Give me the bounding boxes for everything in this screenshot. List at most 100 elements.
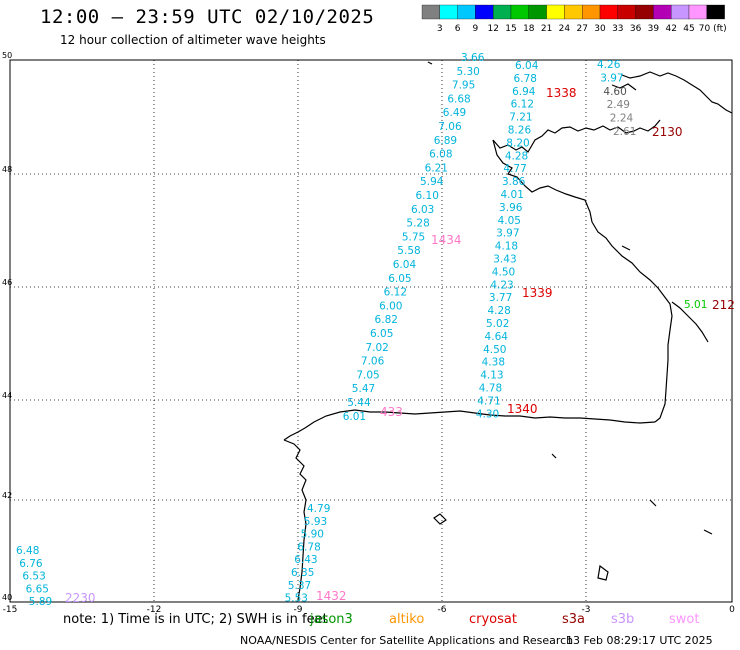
legend-altiko: altiko xyxy=(389,612,425,627)
colorbar-tick-label: 33 xyxy=(612,24,623,34)
pass-time-label: 212 xyxy=(712,298,735,312)
y-tick-label: 50 xyxy=(2,51,12,60)
pass-time-label: 433 xyxy=(380,405,403,419)
jason3-track-value: 7.06 xyxy=(438,121,462,133)
colorbar-swatch xyxy=(475,4,494,20)
pass-time-label: 1432 xyxy=(316,589,347,603)
east-track-value: 3.86 xyxy=(502,176,526,188)
colorbar-swatch xyxy=(546,4,565,20)
jason3-track-value: 7.06 xyxy=(361,356,385,368)
channel-track-value: 3.97 xyxy=(600,72,623,84)
east-track-value: 4.05 xyxy=(498,215,521,227)
colorbar-tick-label: 18 xyxy=(523,24,535,34)
page-subtitle: 12 hour collection of altimeter wave hei… xyxy=(60,33,326,47)
portugal-track-value: 6.43 xyxy=(294,554,317,566)
east-track-value: 4.71 xyxy=(477,395,500,407)
jason3-track-value: 5.28 xyxy=(406,218,429,230)
jason3-track-value: 7.95 xyxy=(452,80,475,92)
colorbar-tick-label: 3 xyxy=(437,24,443,34)
east-track-value: 6.12 xyxy=(511,99,534,111)
west-track-value: 6.65 xyxy=(26,583,49,595)
page-title: 12:00 – 23:59 UTC 02/10/2025 xyxy=(40,6,375,28)
east-track-value: 4.50 xyxy=(483,344,506,356)
jason3-track-value: 6.21 xyxy=(425,162,448,174)
jason3-track-value: 6.68 xyxy=(447,93,470,105)
pass-time-label: 1338 xyxy=(546,86,577,100)
credit-text: NOAA/NESDIS Center for Satellite Applica… xyxy=(240,634,574,647)
map-frame xyxy=(9,59,733,603)
west-track-value: 6.76 xyxy=(19,558,43,570)
colorbar-swatch xyxy=(564,4,583,20)
jason3-track-value: 6.82 xyxy=(375,314,398,326)
west-track-value: 5.89 xyxy=(29,596,52,608)
extra-track-value: 5.01 xyxy=(684,299,707,311)
channel-track-value: 2.49 xyxy=(607,99,630,111)
east-track-value: 3.43 xyxy=(493,254,516,266)
east-track-value: 4.50 xyxy=(492,266,515,278)
portugal-track-value: 5.90 xyxy=(301,529,324,541)
colorbar-tick-label: 15 xyxy=(505,24,516,34)
x-tick-label: -9 xyxy=(294,605,303,615)
colorbar-swatch xyxy=(457,4,476,20)
x-tick-label: -3 xyxy=(582,605,591,615)
portugal-track-value: 5.53 xyxy=(285,593,308,605)
jason3-track-value: 6.10 xyxy=(416,190,439,202)
east-track-value: 4.23 xyxy=(490,279,513,291)
y-tick-label: 40 xyxy=(2,593,12,602)
legend-s3b: s3b xyxy=(611,612,635,627)
y-tick-label: 46 xyxy=(2,278,12,287)
portugal-track-value: 4.79 xyxy=(307,503,330,515)
colorbar-swatch xyxy=(617,4,636,20)
legend-jason3: jason3 xyxy=(310,612,353,627)
colorbar-tick-label: 9 xyxy=(473,24,479,34)
wave-height-labels: 3.66 5.30 7.956.68 6.49 7.06 6.89 6.086.21 5.94… xyxy=(16,52,735,608)
colorbar-swatch xyxy=(635,4,654,20)
jason3-track-value: 5.94 xyxy=(420,176,444,188)
colorbar-swatch xyxy=(706,4,725,20)
jason3-track-value: 6.05 xyxy=(388,273,411,285)
east-track-value: 3.77 xyxy=(489,292,512,304)
portugal-track-value: 6.35 xyxy=(291,567,314,579)
note-text: note: 1) Time is in UTC; 2) SWH is in fe… xyxy=(63,612,328,627)
east-track-value: 4.78 xyxy=(479,383,502,395)
legend-s3a: s3a xyxy=(562,612,586,627)
pass-time-label: 2130 xyxy=(652,125,683,139)
channel-track-value: 2.61 xyxy=(613,126,636,138)
jason3-track-value: 6.05 xyxy=(370,328,393,340)
jason3-track-value: 6.03 xyxy=(411,204,434,216)
y-tick-label: 42 xyxy=(2,491,12,500)
pass-time-label: 1434 xyxy=(431,233,462,247)
portugal-track-value: 5.37 xyxy=(288,580,311,592)
colorbar-swatch xyxy=(599,4,618,20)
jason3-track-value: 6.04 xyxy=(393,259,417,271)
colorbar-swatch xyxy=(688,4,707,20)
jason3-track-value: 6.49 xyxy=(443,107,466,119)
colorbar-swatch xyxy=(510,4,529,20)
east-track-value: 8.20 xyxy=(506,137,529,149)
pass-time-label: 1339 xyxy=(522,286,553,300)
colorbar-tick-label: 39 xyxy=(648,24,660,34)
x-tick-label: -6 xyxy=(438,605,447,615)
colorbar-tick-label: 36 xyxy=(630,24,642,34)
colorbar-tick-label: 70 (ft) xyxy=(699,24,727,34)
colorbar-swatch xyxy=(582,4,601,20)
jason3-track-value: 5.30 xyxy=(456,66,479,78)
channel-track-value: 2.24 xyxy=(610,113,634,125)
east-track-value: 4.30 xyxy=(476,408,499,420)
east-track-value: 4.01 xyxy=(501,189,524,201)
colorbar-tick-label: 21 xyxy=(541,24,552,34)
east-track-value: 6.78 xyxy=(514,73,537,85)
colorbar-tick-label: 30 xyxy=(594,24,606,34)
y-tick-label: 44 xyxy=(2,391,12,400)
colorbar-swatch xyxy=(671,4,690,20)
colorbar-tick-label: 45 xyxy=(683,24,694,34)
jason3-track-value: 7.05 xyxy=(356,369,379,381)
jason3-track-value: 6.01 xyxy=(343,411,366,423)
jason3-track-value: 5.47 xyxy=(352,383,375,395)
x-tick-label: -15 xyxy=(3,605,18,615)
jason3-track-value: 5.44 xyxy=(347,397,371,409)
wave-height-colorbar: 3 6 9 12 15 18 21 24 27 30 33 36 39 42 45 70 (ft) xyxy=(421,4,727,34)
colorbar-tick-label: 12 xyxy=(487,24,498,34)
pass-time-label: 2230 xyxy=(65,591,96,605)
